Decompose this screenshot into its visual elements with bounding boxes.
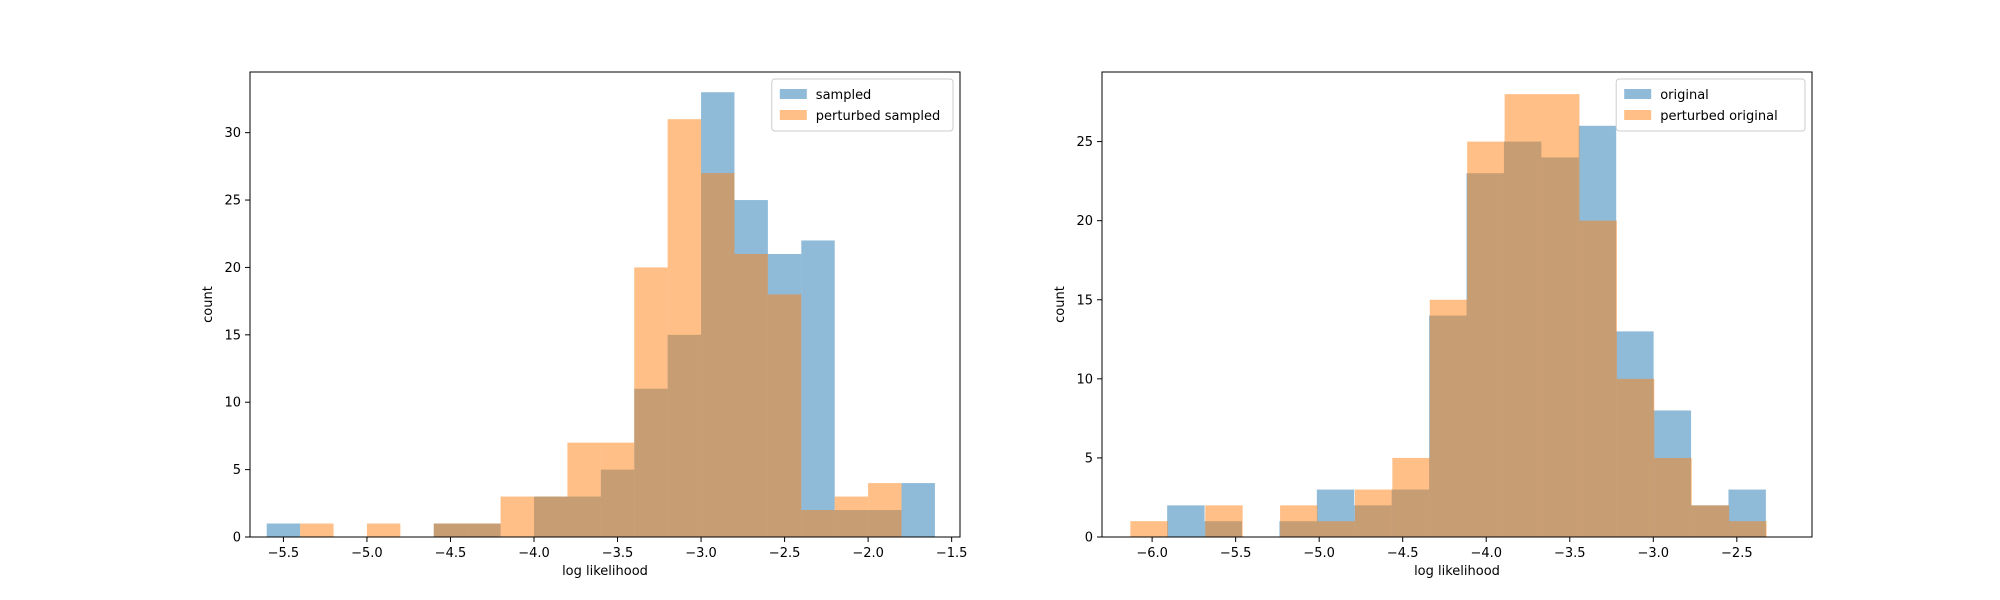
y-axis: 0 5 10 15 20 25 30 bbox=[224, 126, 250, 546]
chart-panel-1: −5.5 −5.0 −4.5 −4.0 −3.5 −3.0 −2.5 −2.0 −1.5 0 5 10… bbox=[201, 71, 968, 579]
y-tick-label: 0 bbox=[233, 531, 241, 546]
x-tick-label: −3.5 bbox=[1554, 546, 1586, 561]
y-tick-label: 20 bbox=[1076, 214, 1093, 229]
y-tick-label: 10 bbox=[1076, 372, 1093, 387]
x-tick-label: −3.0 bbox=[1638, 546, 1670, 561]
y-tick-label: 25 bbox=[1076, 135, 1093, 150]
x-tick-label: −5.5 bbox=[268, 546, 300, 561]
histogram-bar bbox=[600, 442, 635, 537]
histogram-bar bbox=[1616, 378, 1655, 537]
legend-swatch bbox=[779, 110, 807, 120]
x-tick-label: −3.5 bbox=[602, 546, 634, 561]
histogram-bar bbox=[567, 442, 601, 537]
histogram-bar bbox=[1579, 220, 1617, 537]
x-tick-label: −5.0 bbox=[1303, 546, 1335, 561]
histogram-bar bbox=[467, 523, 501, 537]
x-tick-label: −2.5 bbox=[1721, 546, 1753, 561]
histogram-bar bbox=[500, 496, 534, 537]
x-axis: −6.0 −5.5 −5.0 −4.5 −4.0 −3.5 −3.0 −2.5 bbox=[1136, 537, 1753, 561]
legend-box bbox=[1615, 78, 1806, 132]
legend: original perturbed original bbox=[1615, 78, 1806, 132]
y-tick-label: 25 bbox=[224, 194, 241, 209]
legend-label: original bbox=[1660, 88, 1709, 103]
y-axis: 0 5 10 15 20 25 bbox=[1076, 135, 1102, 546]
histogram-bar bbox=[801, 510, 835, 537]
histogram-bar bbox=[834, 496, 869, 537]
x-tick-label: −6.0 bbox=[1136, 546, 1168, 561]
y-tick-label: 5 bbox=[1085, 451, 1093, 466]
histogram-bar bbox=[734, 253, 768, 537]
legend-swatch bbox=[779, 89, 807, 99]
y-tick-label: 10 bbox=[224, 396, 241, 411]
histogram-bar bbox=[1167, 505, 1205, 537]
y-axis-label: count bbox=[1053, 286, 1068, 323]
histogram-bar bbox=[1691, 505, 1730, 537]
histogram-bar bbox=[1205, 505, 1243, 537]
x-tick-label: −1.5 bbox=[936, 546, 968, 561]
x-tick-label: −4.0 bbox=[518, 546, 550, 561]
legend: sampled perturbed sampled bbox=[771, 78, 954, 132]
histogram-bar bbox=[1729, 521, 1767, 537]
legend-label: perturbed original bbox=[1660, 109, 1778, 124]
y-tick-label: 15 bbox=[1076, 293, 1093, 308]
histogram-bar bbox=[1504, 94, 1543, 538]
legend-label: sampled bbox=[816, 88, 872, 103]
histogram-bar bbox=[1654, 457, 1692, 537]
series-2 bbox=[300, 119, 902, 537]
histogram-bar bbox=[433, 523, 468, 537]
histogram-bar bbox=[667, 119, 702, 537]
legend-box bbox=[771, 78, 954, 132]
y-tick-label: 20 bbox=[224, 261, 241, 276]
x-tick-label: −2.0 bbox=[852, 546, 884, 561]
legend-swatch bbox=[1624, 89, 1652, 99]
x-tick-label: −3.0 bbox=[685, 546, 717, 561]
x-tick-label: −4.0 bbox=[1470, 546, 1502, 561]
histogram-bar bbox=[1542, 94, 1580, 538]
axes-frame bbox=[249, 71, 961, 538]
histogram-bar bbox=[366, 523, 401, 537]
x-tick-label: −5.5 bbox=[1220, 546, 1252, 561]
histogram-bar bbox=[1467, 141, 1505, 537]
y-tick-label: 15 bbox=[224, 328, 241, 343]
x-tick-label: −5.0 bbox=[351, 546, 383, 561]
x-axis-label: log likelihood bbox=[562, 564, 648, 579]
x-axis-label: log likelihood bbox=[1414, 564, 1500, 579]
legend-label: perturbed sampled bbox=[816, 109, 940, 124]
x-tick-label: −2.5 bbox=[769, 546, 801, 561]
legend-swatch bbox=[1624, 110, 1652, 120]
histogram-bar bbox=[701, 173, 735, 537]
x-axis: −5.5 −5.0 −4.5 −4.0 −3.5 −3.0 −2.5 −2.0 −1.5 bbox=[268, 537, 968, 561]
histogram-bar bbox=[300, 523, 334, 537]
y-tick-label: 5 bbox=[233, 463, 241, 478]
series-2 bbox=[1130, 94, 1767, 538]
chart-panel-2: −6.0 −5.5 −5.0 −4.5 −4.0 −3.5 −3.0 −2.5 0 5 10 15 20… bbox=[1053, 71, 1813, 579]
y-tick-label: 0 bbox=[1085, 531, 1093, 546]
histogram-bar bbox=[1317, 521, 1355, 537]
histogram-bar bbox=[801, 240, 835, 537]
histogram-bar bbox=[1280, 505, 1318, 537]
histogram-bar bbox=[266, 523, 301, 537]
histogram-bar bbox=[1429, 299, 1468, 537]
histogram-bar bbox=[767, 294, 802, 537]
axes-frame bbox=[1101, 71, 1813, 538]
histogram-bar bbox=[868, 483, 902, 537]
histogram-bar bbox=[1392, 457, 1430, 537]
x-tick-label: −4.5 bbox=[1387, 546, 1419, 561]
y-axis-label: count bbox=[201, 286, 216, 323]
histogram-bar bbox=[1354, 489, 1393, 537]
histogram-bar bbox=[634, 267, 668, 537]
histogram-bar bbox=[1130, 521, 1168, 537]
y-tick-label: 30 bbox=[224, 126, 241, 141]
histogram-bar bbox=[901, 483, 935, 537]
histogram-bar bbox=[534, 496, 568, 537]
x-tick-label: −4.5 bbox=[435, 546, 467, 561]
